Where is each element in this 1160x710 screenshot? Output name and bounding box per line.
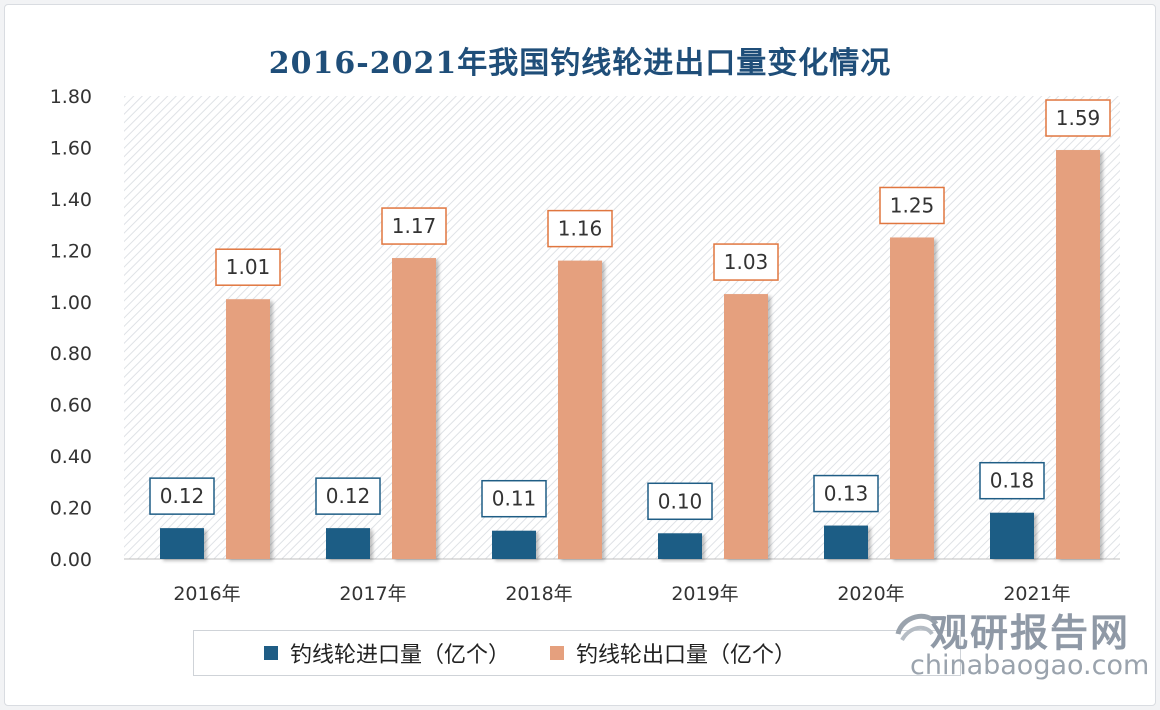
- y-tick-label: 1.40: [50, 189, 92, 211]
- bar-import: [160, 528, 204, 559]
- swirl-logo-icon: [895, 613, 939, 642]
- data-label-box-import: [647, 482, 713, 521]
- legend-swatch-import: [264, 646, 278, 660]
- bar-export: [558, 260, 602, 559]
- data-label-box-export: [547, 209, 613, 248]
- legend-label-import: 钓线轮进口量（亿个）: [290, 643, 511, 668]
- data-label-box-export: [879, 186, 945, 225]
- data-label-export: 1.25: [890, 193, 935, 217]
- data-label-box-import: [979, 461, 1045, 500]
- data-label-box-import: [481, 479, 547, 518]
- watermark: 观研报告网 chinabaogao.com: [890, 598, 1160, 698]
- x-axis: 2016年 2017年 2018年 2019年 2020年 2021年: [173, 583, 1070, 605]
- legend-item-export: 钓线轮出口量（亿个）: [550, 637, 796, 669]
- data-label-export: 1.03: [724, 250, 769, 274]
- data-label-box-export: [713, 243, 779, 281]
- data-label-box-export: [1045, 99, 1111, 137]
- y-tick-label: 0.00: [50, 549, 92, 571]
- y-tick-label: 1.00: [50, 292, 92, 314]
- y-tick-label: 0.60: [50, 395, 92, 417]
- data-label-import: 0.12: [326, 484, 371, 508]
- data-label-box-import: [315, 477, 381, 515]
- bar-export: [226, 299, 270, 559]
- x-tick-label: 2020年: [837, 583, 904, 605]
- plot-area: [124, 96, 1120, 559]
- y-tick-label: 1.80: [50, 86, 92, 108]
- legend-label-export: 钓线轮出口量（亿个）: [576, 643, 797, 668]
- x-tick-label: 2019年: [671, 583, 738, 605]
- data-label-export: 1.01: [226, 255, 271, 279]
- data-label-import: 0.13: [824, 482, 869, 506]
- legend-item-import: 钓线轮进口量（亿个）: [264, 637, 510, 669]
- bar-export: [1056, 150, 1100, 559]
- bar-import: [326, 528, 370, 559]
- bar-import: [824, 525, 868, 559]
- watermark-url: chinabaogao.com: [910, 650, 1150, 681]
- bar-export: [392, 258, 436, 559]
- x-tick-label: 2016年: [173, 583, 240, 605]
- bar-export: [890, 237, 934, 559]
- data-label-import: 0.18: [990, 469, 1035, 493]
- data-label-import: 0.12: [160, 484, 205, 508]
- data-label-export: 1.17: [392, 214, 437, 238]
- bar-export: [724, 294, 768, 559]
- legend: 钓线轮进口量（亿个） 钓线轮出口量（亿个）: [193, 630, 961, 676]
- y-tick-label: 0.40: [50, 446, 92, 468]
- data-label-box-export: [215, 248, 281, 286]
- watermark-brand: 观研报告网: [930, 611, 1131, 655]
- legend-swatch-export: [550, 646, 565, 660]
- x-tick-label: 2017年: [339, 583, 406, 605]
- bar-import: [658, 533, 702, 559]
- x-tick-label: 2018年: [505, 583, 572, 605]
- data-label-box-import: [149, 477, 215, 515]
- data-label-import: 0.11: [492, 487, 537, 511]
- bars: [160, 150, 1100, 559]
- y-tick-label: 0.20: [50, 498, 92, 520]
- data-label-import: 0.10: [658, 489, 703, 513]
- data-label-box-import: [813, 474, 879, 513]
- y-tick-label: 1.60: [50, 137, 92, 159]
- data-label-export: 1.16: [558, 217, 603, 241]
- bar-import: [990, 512, 1034, 559]
- y-tick-label: 0.80: [50, 343, 92, 365]
- chart-title: 2016-2021年我国钓线轮进出口量变化情况: [268, 46, 892, 81]
- data-label-box-export: [381, 207, 447, 245]
- data-label-export: 1.59: [1056, 106, 1101, 130]
- y-axis: 0.00 0.20 0.40 0.60 0.80 1.00 1.20 1.40 1.60 1.80: [50, 86, 1120, 571]
- y-tick-label: 1.20: [50, 240, 92, 262]
- x-tick-label: 2021年: [1003, 583, 1070, 605]
- bar-import: [492, 530, 536, 559]
- data-labels: 0.12 1.01 0.12 1.17 0.11 1.16 0.10 1.03 0.13 1.25…: [149, 99, 1111, 521]
